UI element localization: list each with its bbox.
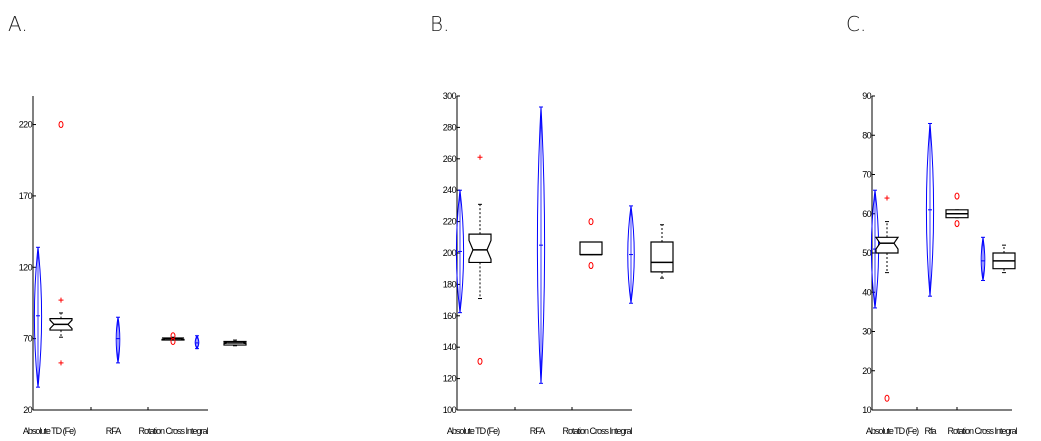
- y-tick-label: 300: [443, 91, 457, 101]
- y-tick-label: 40: [862, 287, 871, 297]
- x-tick-label: Absolute TD (Fe): [23, 426, 76, 436]
- y-tick-label: 140: [443, 342, 457, 352]
- y-tick-label: 90: [862, 91, 871, 101]
- box-body: [468, 233, 492, 264]
- y-tick-label: 70: [862, 170, 871, 180]
- x-tick-label: Rfa: [924, 426, 936, 436]
- x-tick-label: Absolute TD (Fe): [447, 426, 500, 436]
- y-tick-label: 20: [23, 405, 32, 415]
- y-tick-label: 10: [862, 405, 871, 415]
- x-tick-label: RFA: [530, 426, 546, 436]
- y-tick-label: 180: [443, 279, 457, 289]
- x-tick-label: Rotation Cross Integral: [947, 426, 1017, 436]
- y-tick-label: 220: [19, 120, 33, 130]
- y-tick-label: 170: [19, 191, 33, 201]
- box-body: [650, 241, 674, 273]
- y-tick-label: 70: [23, 334, 32, 344]
- x-tick-label: Rotation Cross Integral: [138, 426, 208, 436]
- y-tick-label: 60: [862, 209, 871, 219]
- y-tick-label: 280: [443, 122, 457, 132]
- x-tick-label: Absolute TD (Fe): [866, 426, 919, 436]
- x-tick-label: Rotation Cross Integral: [562, 426, 632, 436]
- outlier-circle: [588, 262, 594, 270]
- y-tick-label: 100: [443, 405, 457, 415]
- outlier-circle: [588, 218, 594, 226]
- outlier-circle: [954, 220, 960, 228]
- panel-label-b: B.: [430, 12, 450, 36]
- y-tick-label: 50: [862, 248, 871, 258]
- y-tick-label: 220: [443, 217, 457, 227]
- y-tick-label: 240: [443, 185, 457, 195]
- y-tick-label: 260: [443, 154, 457, 164]
- y-tick-label: 160: [443, 311, 457, 321]
- outlier-circle: [170, 332, 176, 340]
- x-tick-label: RFA: [106, 426, 122, 436]
- box-body: [579, 241, 603, 256]
- y-tick-label: 120: [443, 374, 457, 384]
- box-body: [874, 236, 900, 254]
- panel-label-a: A.: [8, 12, 28, 36]
- y-tick-label: 200: [443, 248, 457, 258]
- y-tick-label: 80: [862, 130, 871, 140]
- outlier-circle: [58, 121, 64, 129]
- outlier-circle: [954, 192, 960, 200]
- outlier-circle: [884, 394, 890, 402]
- y-tick-label: 20: [862, 366, 871, 376]
- panel-label-c: C.: [846, 12, 867, 36]
- outlier-circle: [477, 357, 483, 365]
- y-tick-label: 120: [19, 262, 33, 272]
- y-tick-label: 30: [862, 327, 871, 337]
